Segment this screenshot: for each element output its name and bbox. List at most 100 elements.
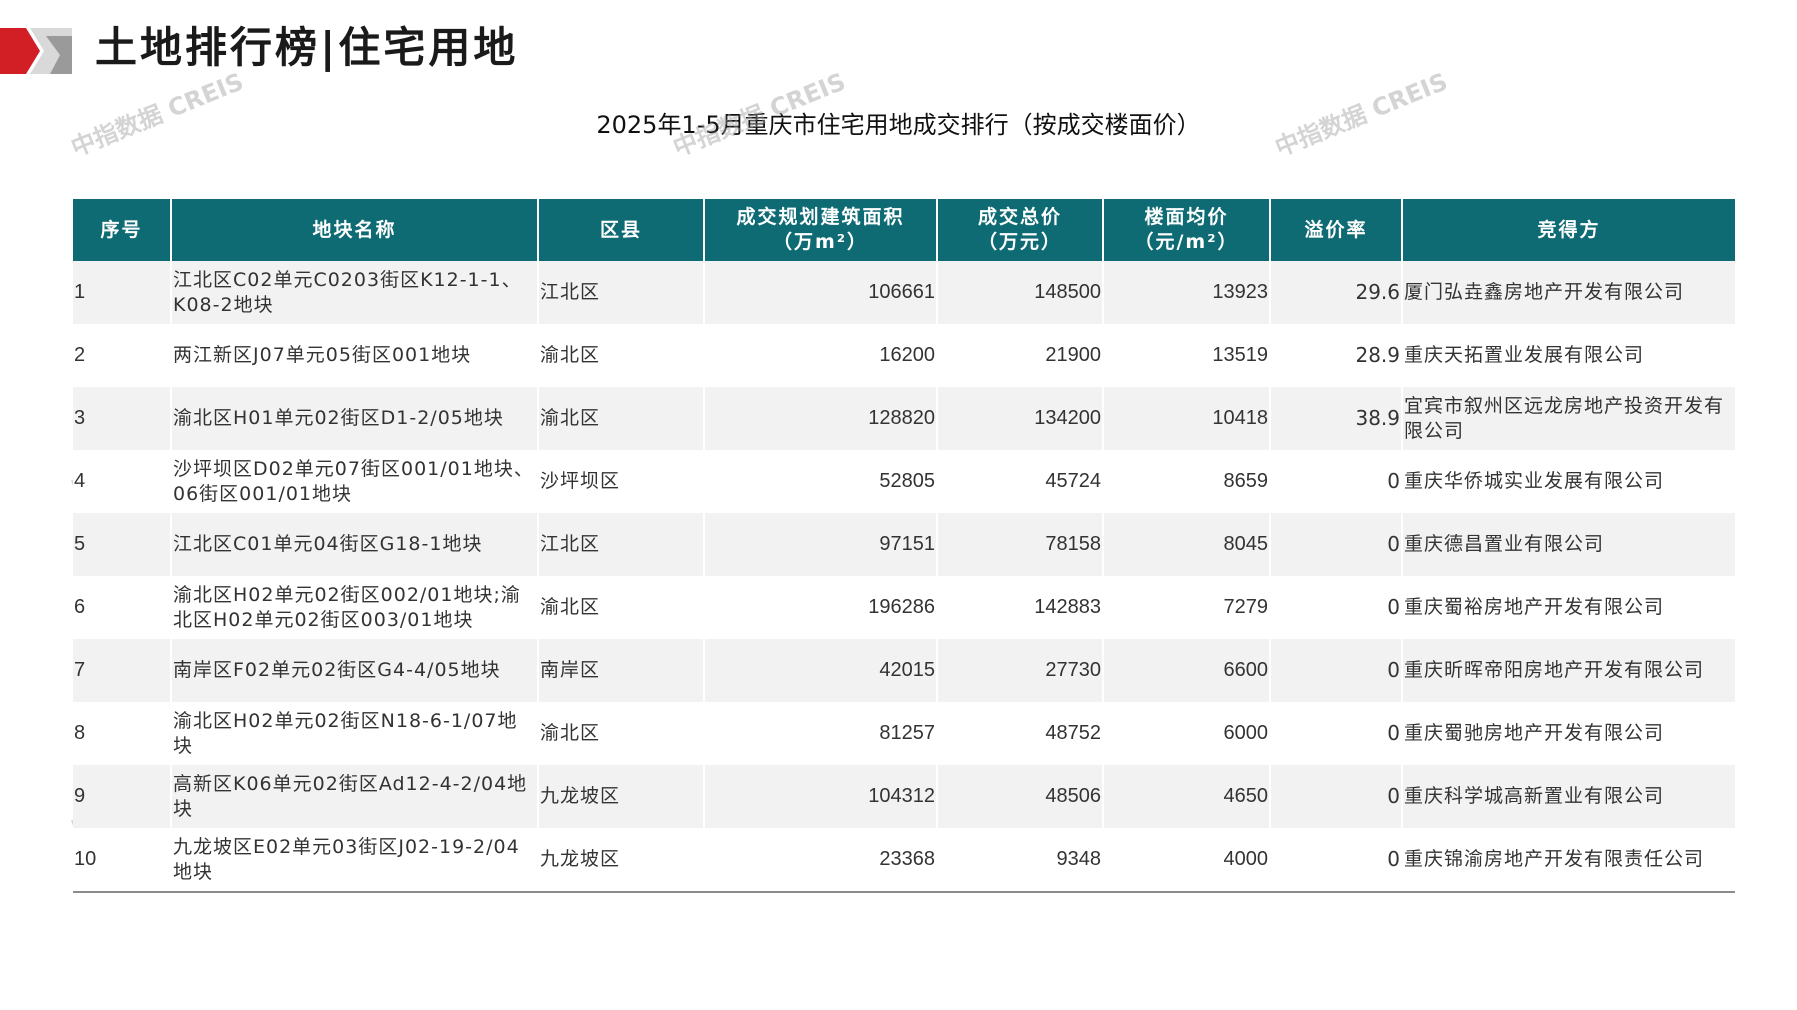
cell-district: 渝北区 [538,702,705,765]
table-row: 8 渝北区H02单元02街区N18-6-1/07地块 渝北区 81257 487… [73,702,1735,765]
cell-total-price: 134200 [937,387,1104,450]
cell-rank: 7 [73,639,172,702]
cell-parcel-name: 高新区K06单元02街区Ad12-4-2/04地块 [171,765,539,828]
cell-buyer: 重庆昕晖帝阳房地产开发有限公司 [1402,639,1735,702]
cell-buyer: 厦门弘垚鑫房地产开发有限公司 [1402,261,1735,324]
cell-total-price: 48506 [937,765,1104,828]
cell-floor-area: 196286 [704,576,938,639]
cell-buyer: 重庆科学城高新置业有限公司 [1402,765,1735,828]
cell-floor-price: 13923 [1103,261,1271,324]
header-floor-price: 楼面均价 （元/m²） [1103,199,1271,261]
table-header-row: 序号 地块名称 区县 成交规划建筑面积 （万m²） 成交总价 （万元） 楼面均价 （元… [73,199,1735,261]
cell-total-price: 27730 [937,639,1104,702]
cell-floor-area: 23368 [704,828,938,893]
cell-parcel-name: 渝北区H02单元02街区N18-6-1/07地块 [171,702,539,765]
cell-floor-area: 97151 [704,513,938,576]
cell-premium-rate: 0 [1270,702,1403,765]
table-row: 2 两江新区J07单元05街区001地块 渝北区 16200 21900 135… [73,324,1735,387]
table-row: 4 沙坪坝区D02单元07街区001/01地块、06街区001/01地块 沙坪坝… [73,450,1735,513]
table-row: 5 江北区C01单元04街区G18-1地块 江北区 97151 78158 80… [73,513,1735,576]
cell-total-price: 45724 [937,450,1104,513]
cell-floor-price: 6600 [1103,639,1271,702]
cell-floor-area: 128820 [704,387,938,450]
cell-floor-area: 106661 [704,261,938,324]
cell-premium-rate: 0 [1270,513,1403,576]
page-title: 土地排行榜|住宅用地 [95,23,519,72]
table-title: 2025年1-5月重庆市住宅用地成交排行（按成交楼面价） [596,111,1201,139]
cell-district: 沙坪坝区 [538,450,705,513]
cell-floor-price: 6000 [1103,702,1271,765]
cell-parcel-name: 沙坪坝区D02单元07街区001/01地块、06街区001/01地块 [171,450,539,513]
header-floor-area: 成交规划建筑面积 （万m²） [704,199,938,261]
cell-total-price: 21900 [937,324,1104,387]
cell-rank: 8 [73,702,172,765]
table-row: 10 九龙坡区E02单元03街区J02-19-2/04地块 九龙坡区 23368… [73,828,1735,893]
cell-district: 江北区 [538,513,705,576]
land-ranking-table: 序号 地块名称 区县 成交规划建筑面积 （万m²） 成交总价 （万元） 楼面均价 （元… [73,199,1735,893]
cell-floor-area: 104312 [704,765,938,828]
cell-premium-rate: 0 [1270,765,1403,828]
cell-parcel-name: 两江新区J07单元05街区001地块 [171,324,539,387]
cell-total-price: 48752 [937,702,1104,765]
cell-floor-price: 4000 [1103,828,1271,893]
cell-rank: 3 [73,387,172,450]
cell-premium-rate: 38.9 [1270,387,1403,450]
cell-district: 九龙坡区 [538,828,705,893]
cell-parcel-name: 江北区C02单元C0203街区K12-1-1、K08-2地块 [171,261,539,324]
cell-parcel-name: 九龙坡区E02单元03街区J02-19-2/04地块 [171,828,539,893]
cell-rank: 1 [73,261,172,324]
cell-rank: 9 [73,765,172,828]
cell-premium-rate: 0 [1270,639,1403,702]
cell-rank: 10 [73,828,172,893]
header-rank: 序号 [73,199,172,261]
cell-district: 江北区 [538,261,705,324]
header-parcel-name: 地块名称 [171,199,539,261]
cell-floor-area: 81257 [704,702,938,765]
cell-district: 渝北区 [538,324,705,387]
cell-floor-price: 10418 [1103,387,1271,450]
table-row: 9 高新区K06单元02街区Ad12-4-2/04地块 九龙坡区 104312 … [73,765,1735,828]
cell-floor-area: 16200 [704,324,938,387]
cell-premium-rate: 0 [1270,450,1403,513]
cell-total-price: 142883 [937,576,1104,639]
corner-logo-icon [0,28,72,74]
cell-premium-rate: 0 [1270,828,1403,893]
cell-buyer: 宜宾市叙州区远龙房地产投资开发有限公司 [1402,387,1735,450]
cell-premium-rate: 28.9 [1270,324,1403,387]
table-row: 3 渝北区H01单元02街区D1-2/05地块 渝北区 128820 13420… [73,387,1735,450]
cell-parcel-name: 渝北区H01单元02街区D1-2/05地块 [171,387,539,450]
cell-parcel-name: 南岸区F02单元02街区G4-4/05地块 [171,639,539,702]
header-buyer: 竞得方 [1402,199,1735,261]
cell-floor-price: 8659 [1103,450,1271,513]
cell-total-price: 78158 [937,513,1104,576]
cell-rank: 4 [73,450,172,513]
header-total-price: 成交总价 （万元） [937,199,1104,261]
cell-buyer: 重庆蜀裕房地产开发有限公司 [1402,576,1735,639]
cell-floor-area: 42015 [704,639,938,702]
table-row: 7 南岸区F02单元02街区G4-4/05地块 南岸区 42015 27730 … [73,639,1735,702]
cell-district: 南岸区 [538,639,705,702]
header-premium-rate: 溢价率 [1270,199,1403,261]
cell-parcel-name: 江北区C01单元04街区G18-1地块 [171,513,539,576]
cell-total-price: 9348 [937,828,1104,893]
cell-buyer: 重庆德昌置业有限公司 [1402,513,1735,576]
cell-floor-price: 7279 [1103,576,1271,639]
cell-district: 渝北区 [538,387,705,450]
cell-rank: 5 [73,513,172,576]
cell-premium-rate: 0 [1270,576,1403,639]
cell-parcel-name: 渝北区H02单元02街区002/01地块;渝北区H02单元02街区003/01地… [171,576,539,639]
cell-floor-price: 8045 [1103,513,1271,576]
table-row: 6 渝北区H02单元02街区002/01地块;渝北区H02单元02街区003/0… [73,576,1735,639]
cell-floor-price: 4650 [1103,765,1271,828]
cell-district: 渝北区 [538,576,705,639]
table-row: 1 江北区C02单元C0203街区K12-1-1、K08-2地块 江北区 106… [73,261,1735,324]
cell-rank: 6 [73,576,172,639]
cell-buyer: 重庆锦渝房地产开发有限责任公司 [1402,828,1735,893]
cell-buyer: 重庆天拓置业发展有限公司 [1402,324,1735,387]
cell-rank: 2 [73,324,172,387]
cell-buyer: 重庆华侨城实业发展有限公司 [1402,450,1735,513]
cell-premium-rate: 29.6 [1270,261,1403,324]
cell-floor-area: 52805 [704,450,938,513]
cell-total-price: 148500 [937,261,1104,324]
cell-floor-price: 13519 [1103,324,1271,387]
